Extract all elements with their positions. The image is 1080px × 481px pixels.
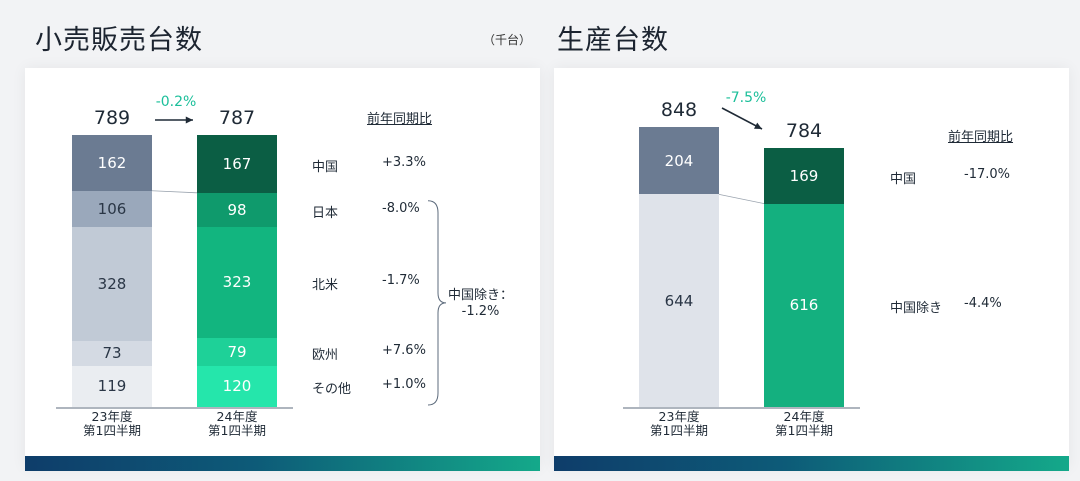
bar-curr-segment: 79: [197, 338, 277, 366]
yoy-value: -8.0%: [382, 200, 420, 216]
bar-curr-segment: 98: [197, 192, 277, 227]
series-label: 中国除き: [890, 301, 943, 317]
bracket: [427, 200, 447, 406]
change-label: -7.5%: [725, 90, 767, 106]
production-xlabel-23: 23年度 第1四半期: [650, 409, 708, 438]
yoy-value: -17.0%: [964, 166, 1010, 182]
yoy-value: +1.0%: [382, 377, 426, 393]
retail-footer-strip: [25, 456, 540, 471]
series-label: 中国: [890, 171, 917, 187]
series-label: 欧州: [312, 347, 339, 363]
series-label: その他: [312, 382, 352, 398]
change-arrow: [721, 107, 763, 130]
series-label: 中国: [312, 159, 339, 175]
bar-curr-segment: 167: [197, 135, 277, 193]
bar-prev-segment: 106: [72, 190, 152, 228]
bar-prev-segment: 204: [639, 126, 719, 195]
bar-prev-segment: 119: [72, 365, 152, 407]
bar-prev-segment: 644: [639, 194, 719, 407]
bar-prev-segment: 328: [72, 227, 152, 341]
bar-curr-segment: 169: [764, 147, 844, 204]
unit-label: （千台）: [483, 33, 532, 47]
retail-sales-title: 小売販売台数: [35, 25, 203, 56]
retail-xlabel-23: 23年度 第1四半期: [83, 409, 141, 438]
bar-curr-segment: 323: [197, 226, 277, 339]
bar-total-label: 787: [218, 107, 256, 130]
series-label: 日本: [312, 205, 339, 221]
production-xlabel-24: 24年度 第1四半期: [775, 409, 833, 438]
bar-total-label: 784: [785, 119, 823, 142]
bracket-note: 中国除き： -1.2%: [448, 287, 514, 319]
bar-total-label: 789: [93, 106, 131, 129]
yoy-value: +7.6%: [382, 342, 426, 358]
bar-prev-segment: 73: [72, 340, 152, 366]
bar-total-label: 848: [660, 98, 698, 121]
segment-connector: [151, 190, 198, 194]
production-title: 生産台数: [557, 25, 669, 56]
yoy-header: 前年同期比: [367, 112, 433, 127]
yoy-value: -1.7%: [382, 273, 420, 289]
retail-xlabel-24: 24年度 第1四半期: [208, 409, 266, 438]
change-arrowhead: [754, 122, 762, 129]
yoy-value: +3.3%: [382, 154, 426, 170]
yoy-value: -4.4%: [964, 296, 1002, 312]
bar-curr-segment: 120: [197, 365, 277, 407]
change-label: -0.2%: [155, 94, 197, 110]
series-label: 北米: [312, 278, 339, 294]
change-arrowhead: [185, 116, 193, 124]
yoy-header: 前年同期比: [948, 130, 1014, 145]
production-footer-strip: [554, 456, 1069, 471]
bar-curr-segment: 616: [764, 203, 844, 407]
segment-connector: [718, 193, 765, 204]
bar-prev-segment: 162: [72, 134, 152, 191]
